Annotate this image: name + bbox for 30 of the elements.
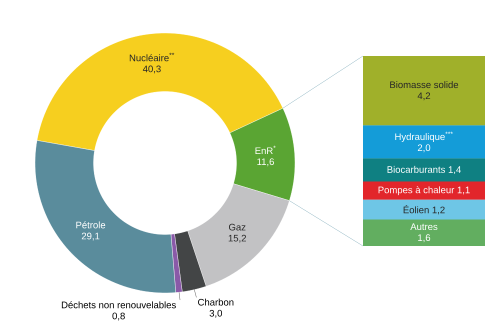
series-label: Pompes à chaleur <box>378 186 454 196</box>
data-label: 4,2 <box>418 92 430 100</box>
series-label: Hydraulique$^{***}$ <box>395 132 453 142</box>
slice-label: Gaz <box>228 224 246 231</box>
slice-label: Nucléaire$^{**}$ <box>130 52 174 62</box>
bar <box>363 158 485 182</box>
bar <box>363 200 485 220</box>
data-label: 1,1 <box>458 186 470 194</box>
data-label: 2,0 <box>418 144 430 152</box>
series-label: Autres <box>410 223 438 230</box>
data-label: 29,1 <box>82 232 100 241</box>
series-label: Biomasse solide <box>390 81 458 88</box>
data-label: 40,3 <box>142 66 161 74</box>
slice-label: Charbon <box>198 298 234 306</box>
slice-label: Déchets non renouvelables <box>62 301 176 308</box>
data-label: 1,6 <box>418 234 430 242</box>
data-label: 15,2 <box>228 234 246 243</box>
slice-label: EnR$^{*}$ <box>256 146 276 154</box>
bar <box>363 56 485 126</box>
series-label: Éolien <box>404 204 429 214</box>
slice-label: Pétrole <box>76 221 106 228</box>
bar <box>363 125 485 158</box>
data-label: 1,2 <box>432 206 445 214</box>
series-label: Biocarburants <box>388 166 446 173</box>
data-label: 3,0 <box>210 310 222 318</box>
data-label: 11,6 <box>257 158 274 166</box>
data-label: 0,8 <box>112 312 125 320</box>
bar <box>363 182 485 200</box>
bar <box>363 220 485 246</box>
data-label: 1,4 <box>448 166 461 174</box>
